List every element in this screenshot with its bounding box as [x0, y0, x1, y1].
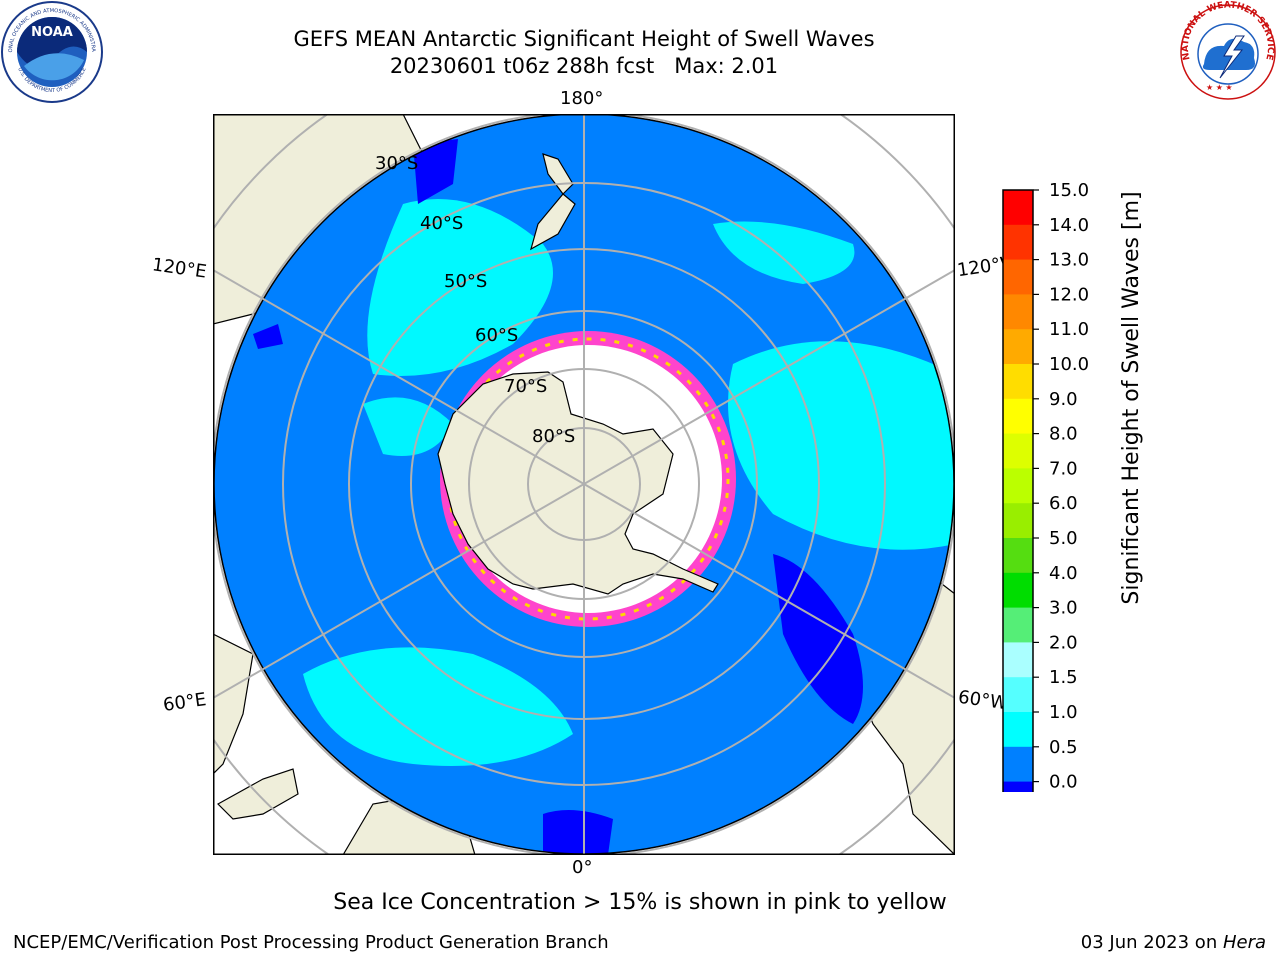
colorbar-tick-label: 14.0 — [1049, 215, 1089, 236]
colorbar-swatch — [1003, 572, 1033, 609]
colorbar-tick-label: 3.0 — [1049, 598, 1078, 619]
colorbar-tick-label: 12.0 — [1049, 284, 1089, 305]
lat-label-80s: 80°S — [532, 426, 576, 447]
lat-label-60s: 60°S — [475, 325, 519, 346]
lon-label-120e: 120°E — [150, 254, 208, 283]
colorbar: 15.0 14.0 13.0 12.0 11.0 10.0 9.0 8.0 7.0 6.0 5.0 4… — [1002, 180, 1089, 792]
colorbar-swatch — [1003, 224, 1033, 261]
colorbar-label: Significant Height of Swell Waves [m] — [1119, 191, 1144, 605]
lat-label-30s: 30°S — [375, 153, 419, 174]
colorbar-tick-label: 7.0 — [1049, 458, 1078, 479]
colorbar-swatch — [1003, 607, 1033, 643]
colorbar-swatch — [1003, 329, 1033, 365]
antarctica-land — [437, 371, 719, 595]
lon-label-180: 180° — [560, 88, 604, 109]
host-name: Hera — [1222, 932, 1266, 953]
colorbar-swatch — [1003, 259, 1033, 295]
africa-west-land — [213, 633, 254, 775]
polar-map — [213, 114, 955, 855]
colorbar-swatch — [1003, 642, 1033, 678]
new-zealand-land — [530, 153, 576, 251]
title-line-1: GEFS MEAN Antarctic Significant Height o… — [293, 27, 875, 51]
colorbar-swatch — [1003, 712, 1033, 748]
colorbar-tick-label: 0.0 — [1049, 772, 1078, 792]
colorbar-swatch — [1003, 677, 1033, 713]
colorbar-tick-label: 1.0 — [1049, 702, 1078, 723]
graticule — [213, 114, 955, 855]
colorbar-swatch — [1003, 503, 1033, 539]
colorbar-swatch — [1003, 781, 1033, 792]
noaa-logo: NOAA NATIONAL OCEANIC AND ATMOSPHERIC AD… — [0, 0, 103, 103]
sea-ice-note: Sea Ice Concentration > 15% is shown in … — [333, 890, 947, 915]
colorbar-swatch — [1003, 746, 1033, 783]
colorbar-tick-label: 9.0 — [1049, 389, 1078, 410]
date-text: 03 Jun 2023 on Hera — [1080, 932, 1266, 953]
noaa-logo-text: NOAA — [31, 25, 73, 40]
colorbar-tick-label: 13.0 — [1049, 250, 1089, 271]
colorbar-tick-label: 2.0 — [1049, 632, 1078, 653]
svg-text:★ ★ ★: ★ ★ ★ — [1206, 83, 1233, 92]
colorbar-tick-label: 11.0 — [1049, 319, 1089, 340]
colorbar-tick-label: 6.0 — [1049, 493, 1078, 514]
colorbar-swatch — [1003, 468, 1033, 504]
lon-label-0: 0° — [572, 857, 593, 878]
colorbar-swatch — [1003, 364, 1033, 400]
colorbar-tick-label: 1.5 — [1049, 667, 1078, 688]
colorbar-tick-label: 8.0 — [1049, 424, 1078, 445]
colorbar-tick-label: 0.5 — [1049, 737, 1078, 758]
colorbar-tick-label: 15.0 — [1049, 180, 1089, 201]
colorbar-swatch — [1003, 538, 1033, 574]
colorbar-tick-label: 5.0 — [1049, 528, 1078, 549]
colorbar-tick-label: 10.0 — [1049, 354, 1089, 375]
title-line-2: 20230601 t06z 288h fcst Max: 2.01 — [389, 54, 779, 78]
lat-label-70s: 70°S — [504, 376, 548, 397]
colorbar-swatch — [1003, 190, 1033, 226]
colorbar-swatch — [1003, 294, 1033, 330]
colorbar-swatch — [1003, 433, 1033, 469]
colorbar-swatch — [1003, 398, 1033, 435]
nws-logo: NATIONAL WEATHER SERVICE ★ ★ ★ — [1180, 0, 1276, 100]
lat-label-50s: 50°S — [444, 271, 488, 292]
credit-text: NCEP/EMC/Verification Post Processing Pr… — [13, 932, 609, 953]
lon-label-60e: 60°E — [161, 689, 208, 716]
lat-label-40s: 40°S — [420, 213, 464, 234]
colorbar-tick-label: 4.0 — [1049, 563, 1078, 584]
